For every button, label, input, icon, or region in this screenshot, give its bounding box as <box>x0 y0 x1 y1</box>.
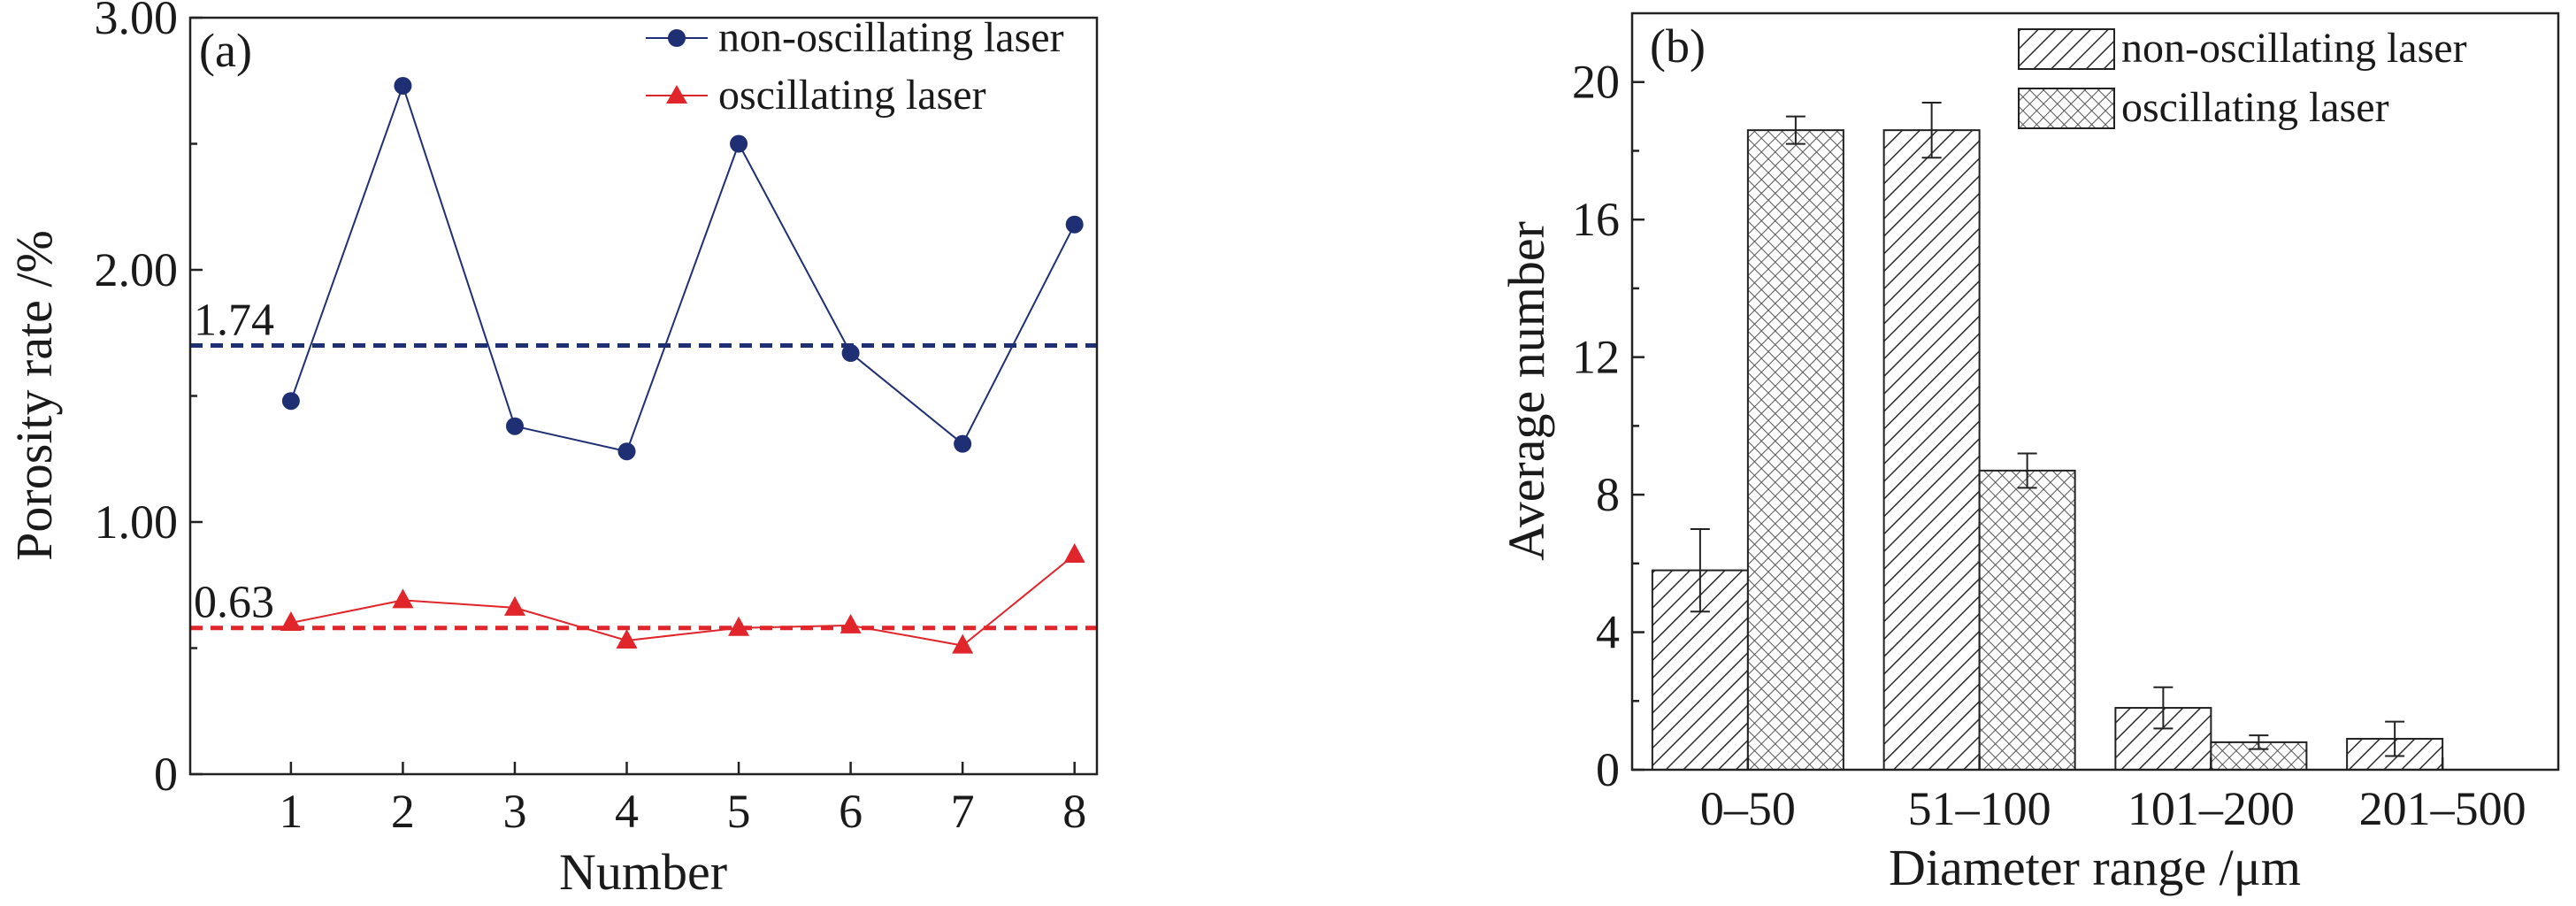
x-tick-label: 8 <box>1062 785 1086 838</box>
y-tick-label: 1.00 <box>95 495 179 549</box>
legend-label-oscillating: oscillating laser <box>2121 84 2389 131</box>
reference-lines: 1.74 0.63 <box>190 296 1097 631</box>
legend-label-oscillating: oscillating laser <box>718 72 986 119</box>
data-point <box>617 442 636 461</box>
y-axis-title: Average number <box>1498 221 1555 561</box>
data-point <box>281 392 300 411</box>
x-tick-label: 1 <box>279 785 303 838</box>
y-tick-label: 0 <box>1596 743 1620 796</box>
bar <box>1746 129 1844 772</box>
panel-b-bar-chart: 0 4 8 12 16 20 0–50 51–100 101–200 201–500 (b) Di… <box>1498 12 2560 896</box>
data-point <box>952 633 974 654</box>
y-tick-label: 8 <box>1596 468 1620 521</box>
panel-label-a: (a) <box>199 24 252 77</box>
x-tick-label: 51–100 <box>1908 782 2051 835</box>
data-point <box>730 134 748 153</box>
y-tick-label: 0 <box>154 748 178 801</box>
y-tick-label: 4 <box>1596 606 1620 659</box>
legend: non-oscillating laser oscillating laser <box>646 14 1064 119</box>
legend-swatch-non-oscillating <box>2018 28 2115 70</box>
series-line <box>289 82 1076 453</box>
y-tick-label: 3.00 <box>95 0 179 44</box>
data-point <box>505 417 524 435</box>
y-tick-label: 2.00 <box>95 243 179 296</box>
plot-frame <box>1630 12 2560 772</box>
bars-group <box>1651 102 2444 772</box>
plot-frame <box>188 16 1099 776</box>
data-point <box>1065 215 1084 234</box>
x-tick-label: 101–200 <box>2128 782 2295 835</box>
bar <box>1882 129 1981 772</box>
data-point <box>728 616 750 636</box>
data-point <box>1063 543 1085 564</box>
axis-ticks: 0 1.00 2.00 3.00 1 2 3 4 5 6 7 8 <box>95 0 1087 838</box>
legend-marker-oscillating <box>666 85 687 104</box>
data-point <box>954 434 972 453</box>
y-axis-title: Porosity rate /% <box>5 230 63 561</box>
y-tick-label: 16 <box>1572 193 1620 246</box>
bar <box>1978 469 2076 771</box>
legend-label-non-oscillating: non-oscillating laser <box>718 14 1064 61</box>
x-tick-label: 2 <box>391 785 415 838</box>
series-group <box>280 76 1085 654</box>
data-point <box>394 76 412 95</box>
legend: non-oscillating laser oscillating laser <box>2018 25 2467 131</box>
y-tick-label: 20 <box>1572 56 1620 109</box>
legend-label-non-oscillating: non-oscillating laser <box>2121 25 2467 72</box>
reference-line-label: 1.74 <box>194 296 274 346</box>
data-point <box>841 344 860 363</box>
y-tick-label: 12 <box>1572 331 1620 384</box>
data-point <box>616 628 638 649</box>
x-tick-label: 201–500 <box>2359 782 2526 835</box>
x-axis-title: Diameter range /μm <box>1889 839 2301 896</box>
legend-marker-non-oscillating <box>668 29 686 47</box>
series-line <box>290 554 1076 647</box>
x-tick-label: 7 <box>951 785 975 838</box>
x-axis-title: Number <box>559 843 727 901</box>
data-point <box>503 595 525 616</box>
reference-line-label: 0.63 <box>194 578 274 628</box>
legend-swatch-oscillating <box>2018 88 2115 129</box>
x-tick-label: 4 <box>615 785 639 838</box>
data-point <box>840 613 862 633</box>
data-point <box>392 588 414 609</box>
x-tick-label: 5 <box>727 785 751 838</box>
axis-ticks: 0 4 8 12 16 20 0–50 51–100 101–200 201–500 <box>1572 56 2526 835</box>
panel-label-b: (b) <box>1650 19 1706 73</box>
panel-a-line-chart: 1.74 0.63 0 1.00 2.00 3.00 1 2 3 4 5 6 7 8 (a) Numbe… <box>5 0 1099 901</box>
data-point <box>280 611 302 631</box>
x-tick-label: 6 <box>839 785 862 838</box>
x-tick-label: 0–50 <box>1700 782 1796 835</box>
x-tick-label: 3 <box>502 785 526 838</box>
